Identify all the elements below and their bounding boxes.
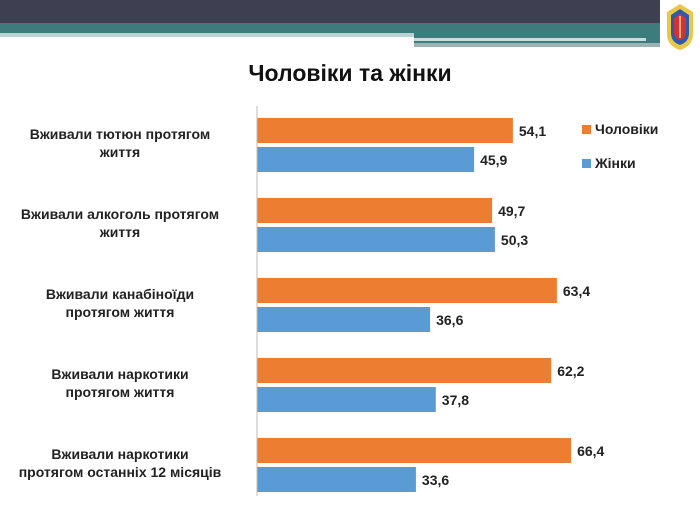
category-label: Вживали канабіноїди протягом життя: [45, 286, 195, 320]
emblem-logo: [667, 4, 693, 50]
data-label-men: 66,4: [577, 443, 604, 459]
bar-men: [257, 278, 557, 303]
data-label-men: 49,7: [498, 203, 525, 219]
data-label-men: 63,4: [563, 283, 590, 299]
bar-men: [257, 438, 572, 463]
header-stripe-right-grey: [414, 43, 660, 47]
bar-women: [257, 227, 495, 252]
legend-item-women: Жінки: [582, 155, 636, 171]
bar-women: [257, 467, 416, 492]
data-label-women: 33,6: [422, 472, 449, 488]
data-label-women: 37,8: [442, 392, 469, 408]
data-label-women: 36,6: [436, 312, 463, 328]
legend-swatch-men: [582, 125, 591, 134]
data-label-women: 50,3: [501, 232, 528, 248]
legend-label-women: Жінки: [595, 155, 636, 171]
header-stripe-light: [0, 33, 414, 37]
legend-swatch-women: [582, 159, 591, 168]
bar-women: [257, 307, 431, 332]
legend-label-men: Чоловіки: [595, 121, 659, 137]
data-label-men: 62,2: [557, 363, 584, 379]
bar-women: [257, 387, 436, 412]
legend-item-men: Чоловіки: [582, 121, 658, 137]
bar-men: [257, 118, 513, 143]
header-stripe-right-light: [414, 38, 646, 41]
bar-women: [257, 147, 475, 172]
header-band: [0, 0, 660, 23]
header-stripe: [0, 23, 660, 33]
data-label-men: 54,1: [519, 123, 546, 139]
bar-men: [257, 358, 552, 383]
category-label: Вживали наркотики протягом життя: [51, 366, 189, 400]
category-label: Вживали алкоголь протягом життя: [20, 206, 220, 240]
category-label: Вживали тютюн протягом життя: [29, 126, 211, 160]
chart-title: Чоловіки та жінки: [248, 60, 452, 86]
category-label: Вживали наркотики протягом останніх 12 мі…: [18, 446, 222, 480]
bar-men: [257, 198, 493, 223]
data-label-women: 45,9: [480, 152, 507, 168]
